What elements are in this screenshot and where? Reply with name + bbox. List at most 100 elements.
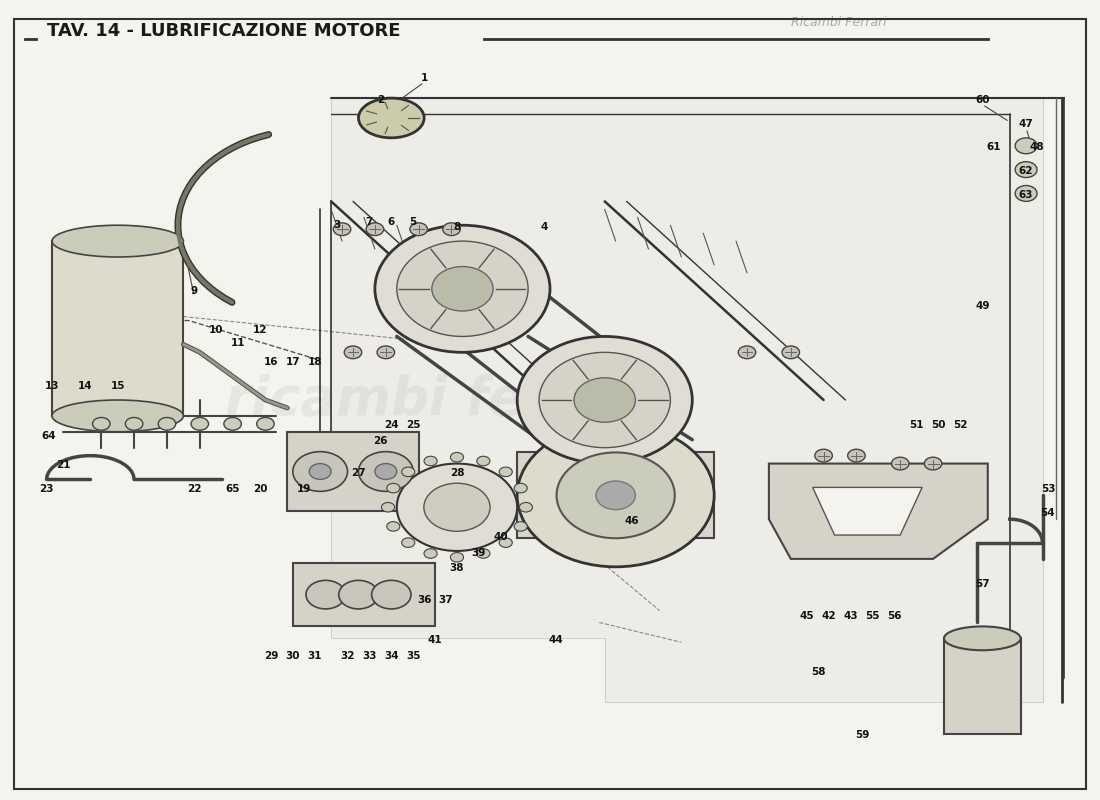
Circle shape [517,337,692,463]
Bar [287,432,419,511]
Text: Ricambi Ferrari: Ricambi Ferrari [791,16,887,29]
Text: 7: 7 [365,217,373,227]
Circle shape [891,457,909,470]
Text: 19: 19 [297,484,311,494]
Text: 38: 38 [450,563,464,574]
Polygon shape [331,98,1043,702]
Circle shape [782,346,800,358]
Text: 17: 17 [286,357,300,367]
Text: 61: 61 [986,142,1001,152]
Ellipse shape [944,626,1021,650]
Circle shape [499,538,513,547]
Circle shape [256,418,274,430]
Text: 51: 51 [910,421,924,430]
Circle shape [432,266,493,311]
Circle shape [402,467,415,477]
Circle shape [574,378,636,422]
Text: 62: 62 [1019,166,1033,176]
Bar [52,241,184,416]
Ellipse shape [52,400,184,432]
Text: 58: 58 [811,666,825,677]
Circle shape [476,456,490,466]
Text: 28: 28 [450,468,464,478]
Text: 48: 48 [1030,142,1044,152]
Circle shape [339,580,378,609]
Text: 55: 55 [866,611,880,621]
Text: 46: 46 [625,516,639,526]
Text: 2: 2 [376,94,384,105]
Text: 21: 21 [56,460,70,470]
Circle shape [224,418,241,430]
Text: 20: 20 [253,484,267,494]
Text: 44: 44 [548,635,563,645]
Circle shape [387,522,399,531]
Text: 59: 59 [855,730,869,740]
Text: 33: 33 [362,651,376,661]
Circle shape [191,418,209,430]
Text: 22: 22 [187,484,201,494]
Text: 14: 14 [77,381,92,390]
Circle shape [410,223,428,235]
Circle shape [1015,186,1037,202]
Circle shape [514,522,527,531]
Circle shape [450,553,463,562]
Circle shape [333,223,351,235]
Circle shape [92,418,110,430]
Circle shape [309,463,331,479]
Text: 15: 15 [110,381,125,390]
Circle shape [424,456,437,466]
Text: 57: 57 [975,579,990,590]
Polygon shape [813,487,922,535]
Circle shape [402,538,415,547]
Text: 36: 36 [417,595,431,605]
Text: 16: 16 [264,357,278,367]
Circle shape [815,450,833,462]
Circle shape [450,453,463,462]
Circle shape [375,463,397,479]
Text: 54: 54 [1041,508,1055,518]
Circle shape [476,549,490,558]
Text: 60: 60 [975,94,990,105]
Text: 13: 13 [45,381,59,390]
Text: 63: 63 [1019,190,1033,200]
Ellipse shape [359,98,425,138]
Text: 41: 41 [428,635,442,645]
Text: 31: 31 [307,651,322,661]
Text: 45: 45 [800,611,814,621]
Circle shape [517,424,714,567]
Text: 27: 27 [351,468,366,478]
Text: 34: 34 [384,651,398,661]
Text: 52: 52 [954,421,968,430]
Circle shape [848,450,866,462]
Circle shape [596,481,636,510]
Circle shape [372,580,411,609]
Circle shape [366,223,384,235]
Circle shape [1015,138,1037,154]
Circle shape [293,452,348,491]
Text: 3: 3 [333,220,340,230]
Circle shape [382,502,395,512]
Text: 12: 12 [253,325,267,335]
Polygon shape [769,463,988,559]
Text: 6: 6 [387,217,395,227]
Text: 1: 1 [420,74,428,83]
Circle shape [397,241,528,337]
Circle shape [519,502,532,512]
Circle shape [125,418,143,430]
Circle shape [387,483,399,493]
Circle shape [377,346,395,358]
Circle shape [306,580,345,609]
Bar [517,453,714,538]
Text: 50: 50 [932,421,946,430]
Text: 11: 11 [231,338,245,348]
Text: 43: 43 [844,611,858,621]
Circle shape [499,467,513,477]
Text: 29: 29 [264,651,278,661]
Circle shape [1015,162,1037,178]
Ellipse shape [52,226,184,257]
Text: 56: 56 [888,611,902,621]
Circle shape [359,452,414,491]
Text: 53: 53 [1041,484,1055,494]
Text: 42: 42 [822,611,836,621]
Circle shape [424,483,491,531]
